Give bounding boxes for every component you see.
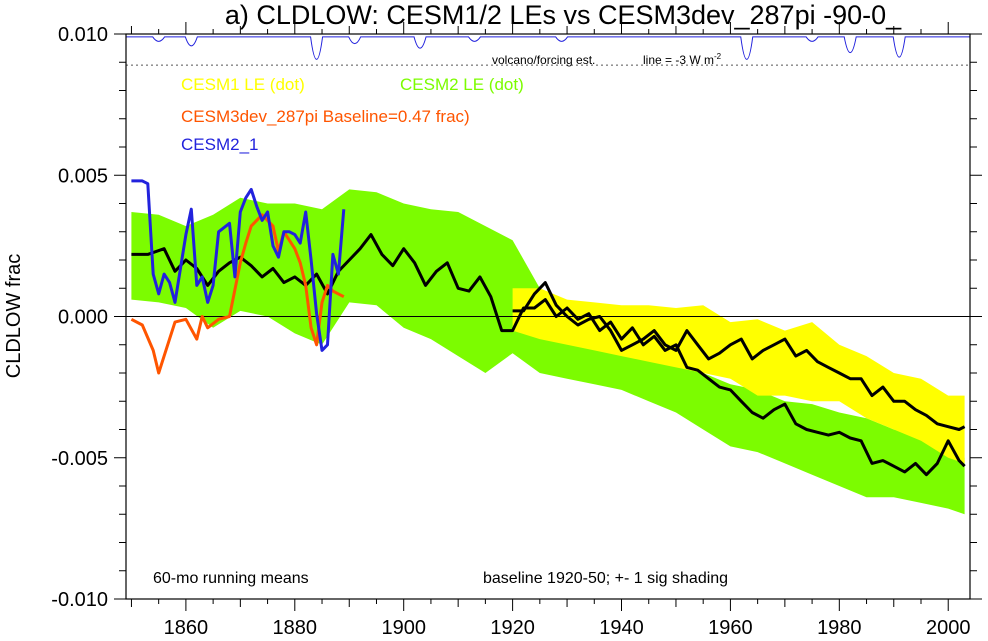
- x-tick-label: 2000: [926, 617, 971, 639]
- x-tick-label: 1860: [164, 617, 209, 639]
- volcano-forcing-line: [126, 36, 970, 60]
- x-tick-label: 1980: [817, 617, 862, 639]
- x-tick-label: 1900: [381, 617, 426, 639]
- volcano-annotation: volcano/forcing est.: [492, 53, 595, 67]
- x-tick-label: 1920: [490, 617, 535, 639]
- series-line-0: [131, 233, 966, 477]
- band-1: [512, 288, 965, 464]
- line-scale-annotation: line = -3 W m-2: [643, 52, 722, 67]
- legend-entry-0: CESM1 LE (dot): [181, 75, 305, 94]
- running-mean-annotation: 60-mo running means: [153, 570, 309, 587]
- y-tick-label: 0.010: [58, 24, 108, 46]
- y-tick-label: 0.005: [58, 165, 108, 187]
- x-tick-label: 1880: [273, 617, 318, 639]
- series-line-3: [131, 179, 346, 352]
- legend-entry-2: CESM3dev_287pi Baseline=0.47 frac): [181, 107, 470, 126]
- chart-title: a) CLDLOW: CESM1/2 LEs vs CESM3dev_287pi…: [225, 0, 902, 30]
- ylabel: CLDLOW frac: [3, 254, 25, 378]
- y-tick-label: 0.000: [58, 307, 108, 329]
- y-tick-label: -0.010: [51, 589, 108, 611]
- x-tick-label: 1940: [599, 617, 644, 639]
- x-tick-label: 1960: [708, 617, 753, 639]
- baseline-annotation: baseline 1920-50; +- 1 sig shading: [483, 570, 728, 587]
- legend-entry-3: CESM2_1: [181, 135, 258, 154]
- legend-entry-1: CESM2 LE (dot): [400, 75, 524, 94]
- series-line-1: [512, 281, 966, 431]
- y-tick-label: -0.005: [51, 448, 108, 470]
